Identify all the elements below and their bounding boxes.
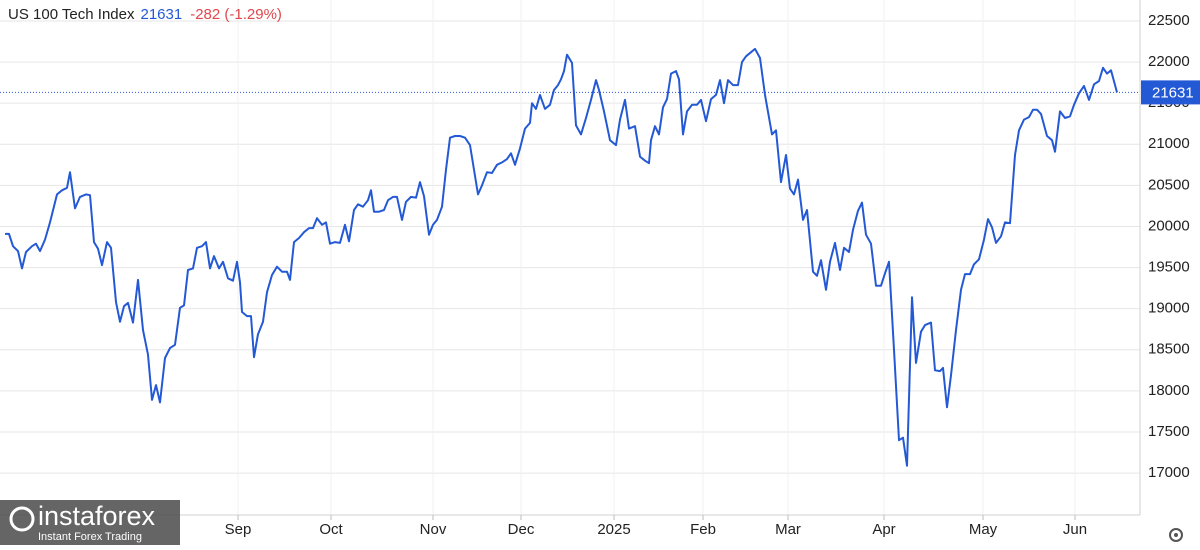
y-tick-label: 17500 [1148,423,1190,440]
last-price-tag [1141,80,1200,105]
price-change: -282 (-1.29%) [190,6,282,23]
settings-gear-center[interactable] [1174,533,1178,537]
plot [0,0,1140,520]
y-tick-label: 18500 [1148,341,1190,358]
y-tick-label: 20000 [1148,217,1190,234]
watermark-tagline: Instant Forex Trading [38,531,142,543]
settings-gear[interactable] [1169,528,1183,542]
last-price: 21631 [140,6,182,23]
x-tick-label: Oct [319,521,343,538]
y-tick-label: 21000 [1148,135,1190,152]
y-tick-label: 19000 [1148,300,1190,317]
watermark-text: instaforex [38,501,156,531]
header: US 100 Tech Index 21631 -282 (-1.29%) [8,6,282,23]
y-tick-label: 18000 [1148,382,1190,399]
settings-icon[interactable] [1169,528,1183,542]
watermark-box [0,500,180,545]
x-tick-label: Sep [225,521,252,538]
x-tick-label: Feb [690,521,716,538]
watermark: instaforex Instant Forex Trading [0,500,180,545]
x-tick-label: Nov [420,521,447,538]
chart-title: US 100 Tech Index [8,6,135,23]
x-tick-label: Jun [1063,521,1087,538]
y-tick-label: 22500 [1148,12,1190,29]
x-tick-label: Mar [775,521,801,538]
y-tick-label: 17000 [1148,464,1190,481]
last-price-label: 21631 [1152,84,1194,101]
x-tick-label: 2025 [597,521,630,538]
x-tick-label: Dec [508,521,535,538]
watermark-icon [9,506,35,532]
x-tick-label: May [969,521,998,538]
y-tick-label: 19500 [1148,259,1190,276]
x-tick-label: Apr [872,521,895,538]
y-tick-label: 22000 [1148,53,1190,70]
price-line [5,47,1118,467]
y-tick-label: 20500 [1148,176,1190,193]
